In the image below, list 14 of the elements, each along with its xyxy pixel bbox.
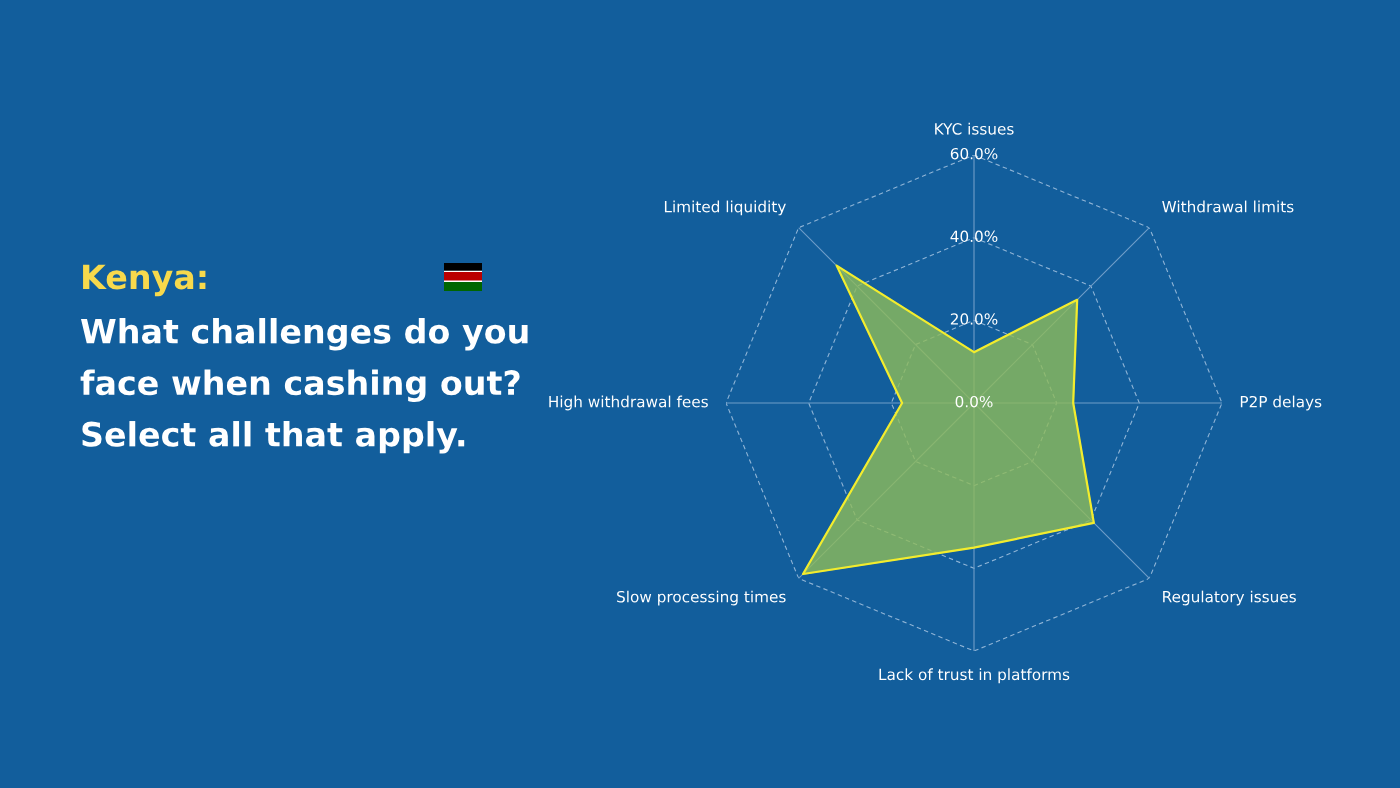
spoke-label: Slow processing times xyxy=(617,590,786,606)
spoke-label: Withdrawal limits xyxy=(1162,200,1294,213)
spoke-label: Regulatory issues xyxy=(1163,590,1296,606)
text: What challenges do you face when cashing out? Select all that apply. xyxy=(80,318,528,454)
spoke-label: KYC issues xyxy=(935,122,1014,135)
spoke-label: High withdrawal fees xyxy=(549,395,708,411)
y-tick-label: 40.0% xyxy=(950,230,998,243)
y-tick-label: 60.0% xyxy=(950,147,998,160)
y-tick-label: 20.0% xyxy=(950,313,998,325)
y-tick-label: 0.0% xyxy=(955,395,993,408)
text: Kenya: xyxy=(83,264,206,297)
spoke-label: Limited liquidity xyxy=(664,200,786,216)
spoke-label: P2P delays xyxy=(1240,395,1322,411)
spoke-label: Lack of trust in platforms xyxy=(879,668,1070,684)
